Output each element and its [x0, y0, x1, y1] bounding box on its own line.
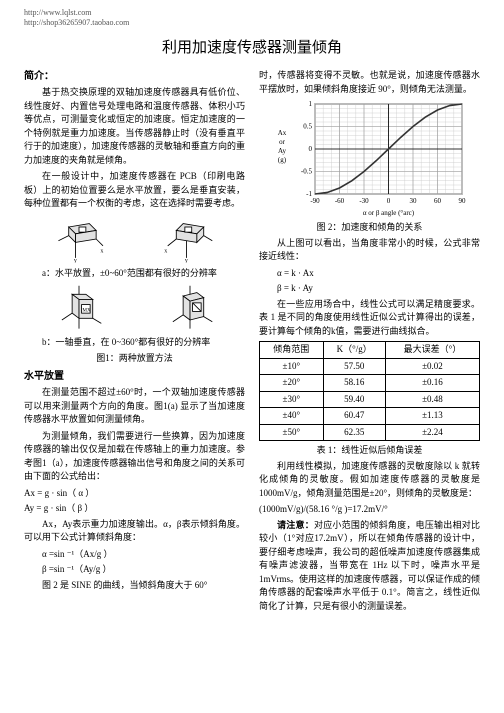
svg-text:or: or — [279, 138, 286, 146]
header-urls: http://www.lqlst.com http://shop36265907… — [24, 8, 480, 29]
sensor-diagram-flat-2: y x — [164, 215, 216, 263]
svg-text:Ax: Ax — [277, 129, 286, 137]
left-column: 简介： 基于热交换原理的双轴加速度传感器具有低价位、线性度好、内置信号处理电路和… — [24, 69, 245, 616]
svg-text:30: 30 — [409, 197, 417, 205]
table-row: ±50°62.35±2.24 — [260, 424, 480, 441]
eq-alpha: α =sin ⁻¹（Ax/g ） — [24, 548, 245, 562]
svg-text:-60: -60 — [334, 197, 344, 205]
hplace-p2: 为测量倾角，我们需要进行一些换算，因为加速度传感器的输出仅仅是加载在传感轴上的重… — [24, 430, 245, 484]
svg-text:x: x — [164, 248, 167, 254]
svg-text:0.5: 0.5 — [303, 123, 312, 131]
error-table: 倾角范围K（°/g）最大误差（°）±10°57.50±0.02±20°58.16… — [259, 341, 480, 441]
svg-text:60: 60 — [434, 197, 442, 205]
eq-lin2: β = k · Ay — [259, 282, 480, 296]
page-title: 利用加速度传感器测量倾角 — [24, 37, 480, 60]
sine-chart: -90 -60 -30 0 30 60 90 -1 -0.5 0 0.5 1 α or β angle … — [270, 98, 470, 218]
table-header: 最大误差（°） — [385, 342, 479, 359]
eq-beta: β =sin ⁻¹（Ay/g ） — [24, 563, 245, 577]
right-p5: 请注意：对应小范围的倾斜角度，电压输出相对比较小（1°对应17.2mV），所以在… — [259, 519, 480, 614]
eq-ax: Ax = g · sin（ α ） — [24, 487, 245, 501]
svg-text:90: 90 — [458, 197, 466, 205]
svg-text:y: y — [185, 258, 188, 263]
table-row: ±40°60.47±1.13 — [260, 408, 480, 425]
figure-1a: y x y x — [24, 215, 245, 281]
two-column-layout: 简介： 基于热交换原理的双轴加速度传感器具有低价位、线性度好、内置信号处理电路和… — [24, 69, 480, 616]
svg-text:-1: -1 — [306, 190, 312, 198]
sensor-diagram-vert-1: MX — [53, 284, 105, 332]
svg-text:-90: -90 — [310, 197, 320, 205]
fig1a-caption: a：水平放置，±0~60°范围都有很好的分辨率 — [24, 267, 245, 281]
svg-text:α or β angle (°arc): α or β angle (°arc) — [362, 209, 414, 217]
right-column: 时，传感器将变得不灵敏。也就是说，加速度传感器水平摆放时，如果倾斜角度接近 90… — [259, 69, 480, 616]
hplace-p3: Ax，Ay表示重力加速度输出。α，β表示倾斜角度。可以用下公式计算倾斜角度： — [24, 518, 245, 545]
hplace-heading: 水平放置 — [24, 369, 245, 384]
table-header: 倾角范围 — [260, 342, 324, 359]
intro-para-1: 基于热交换原理的双轴加速度传感器具有低价位、线性度好、内置信号处理电路和温度传感… — [24, 86, 245, 167]
fig1-label: 图1：两种放置方法 — [24, 352, 245, 366]
table-row: ±30°59.40±0.48 — [260, 391, 480, 408]
intro-heading: 简介： — [24, 69, 245, 84]
svg-text:y: y — [74, 258, 77, 263]
eq-ay: Ay = g · sin（ β ） — [24, 502, 245, 516]
svg-text:Ay: Ay — [278, 147, 286, 155]
right-p1: 时，传感器将变得不灵敏。也就是说，加速度传感器水平摆放时，如果倾斜角度接近 90… — [259, 69, 480, 96]
figure-1b: MX — [24, 284, 245, 365]
hplace-p1: 在测量范围不超过±60°时，一个双轴加速度传感器可以用来测量两个方向的角度。图1… — [24, 386, 245, 427]
svg-text:x: x — [101, 248, 104, 254]
sensor-diagram-vert-2 — [164, 284, 216, 332]
table-header: K（°/g） — [323, 342, 385, 359]
table-caption: 表 1：线性近似后倾角误差 — [259, 444, 480, 458]
svg-text:0: 0 — [386, 197, 390, 205]
eq-sens: (1000mV/g)/(58.16 °/g )=17.2mV/° — [259, 503, 480, 517]
sensor-diagram-flat-1: y x — [53, 215, 105, 263]
fig2-label: 图 2：加速度和倾角的关系 — [259, 221, 480, 235]
hplace-p4: 图 2 是 SINE 的曲线，当倾斜角度大于 60° — [24, 579, 245, 593]
note-head: 请注意： — [277, 520, 314, 530]
intro-para-2: 在一般设计中，加速度传感器在 PCB（印刷电路板）上的初始位置要么是水平放置，要… — [24, 170, 245, 211]
svg-text:(g): (g) — [277, 156, 286, 164]
right-p4: 利用线性模拟，加速度传感器的灵敏度除以 k 就转化成倾角的灵敏度。假如加速度传感… — [259, 460, 480, 501]
eq-lin1: α = k · Ax — [259, 267, 480, 281]
svg-text:-30: -30 — [359, 197, 369, 205]
table-row: ±20°58.16±0.16 — [260, 375, 480, 392]
table-row: ±10°57.50±0.02 — [260, 358, 480, 375]
right-p2: 从上图可以看出，当角度非常小的时候，公式非常接近线性： — [259, 237, 480, 264]
right-p3: 在一些应用场合中，线性公式可以满足精度要求。表 1 是不同的角度使用线性近似公式… — [259, 298, 480, 339]
svg-text:MX: MX — [83, 308, 92, 314]
svg-text:-0.5: -0.5 — [300, 168, 312, 176]
fig1b-caption: b：一轴垂直，在 0~360°都有很好的分辨率 — [24, 336, 245, 350]
svg-text:0: 0 — [308, 145, 312, 153]
svg-text:1: 1 — [308, 100, 312, 108]
